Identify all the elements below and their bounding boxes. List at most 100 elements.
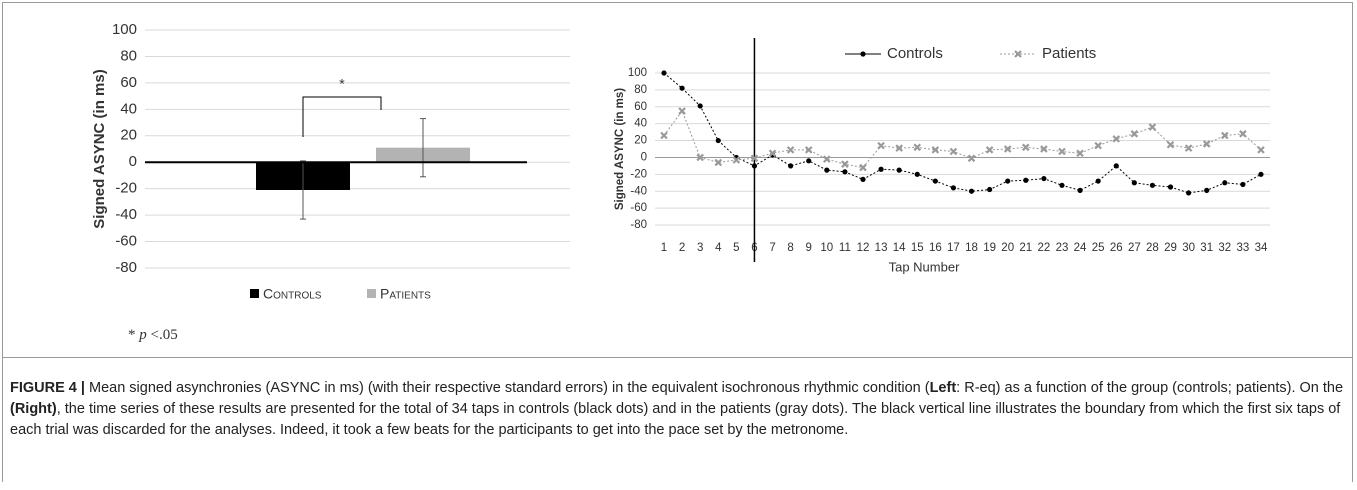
x-tick-label: 24 (1074, 242, 1087, 254)
x-tick-label: 22 (1037, 242, 1050, 254)
point (714, 158, 723, 167)
point (1202, 140, 1211, 148)
y-tick-label: 60 (634, 101, 647, 113)
point (1148, 123, 1157, 131)
x-tick-label: 19 (983, 242, 996, 254)
x-tick-label: 17 (947, 242, 960, 254)
caption-text: : R-eq) as a function of the group (cont… (956, 380, 1344, 396)
point (824, 167, 830, 173)
x-tick-label: 20 (1001, 242, 1014, 254)
point (842, 169, 848, 175)
point (715, 137, 721, 144)
y-tick-label: 20 (120, 127, 137, 144)
point (823, 155, 831, 163)
y-tick-label: 40 (120, 100, 137, 117)
point (950, 185, 957, 191)
separator (2, 357, 1353, 358)
legend-swatch (250, 289, 259, 298)
point (1023, 177, 1029, 183)
point (985, 146, 994, 154)
point (1186, 190, 1192, 196)
point (878, 166, 884, 172)
x-tick-label: 8 (787, 242, 793, 254)
x-tick-label: 33 (1236, 242, 1249, 254)
y-tick-label: -20 (115, 180, 137, 197)
legend-label: Patients (1042, 45, 1096, 62)
x-tick-label: 2 (679, 242, 685, 254)
point (1258, 171, 1264, 177)
y-tick-label: -40 (630, 185, 647, 197)
x-tick-label: 7 (769, 242, 775, 254)
point (678, 107, 686, 115)
point (949, 147, 958, 156)
x-tick-label: 31 (1200, 242, 1213, 254)
significance-bracket (302, 96, 382, 137)
point (895, 144, 903, 152)
x-tick-label: 4 (715, 242, 722, 254)
x-tick-label: 30 (1182, 242, 1195, 254)
point (1204, 187, 1210, 193)
x-tick-label: 32 (1218, 242, 1231, 254)
point (1113, 163, 1119, 169)
x-tick-label: 9 (806, 242, 812, 254)
point (1239, 130, 1247, 138)
point (788, 163, 794, 169)
x-tick-label: 25 (1092, 242, 1105, 254)
point (1094, 141, 1102, 150)
y-tick-label: 20 (634, 135, 647, 147)
point (1166, 141, 1175, 149)
x-tick-label: 13 (875, 242, 888, 254)
point (1077, 187, 1083, 193)
point (1076, 149, 1084, 157)
caption-text: (Right) (10, 401, 57, 417)
y-tick-label: 100 (112, 21, 137, 38)
point (1257, 146, 1265, 154)
point (1221, 131, 1229, 140)
point (968, 188, 975, 194)
footnote-part: p (138, 327, 147, 343)
point (932, 178, 938, 184)
point (750, 154, 759, 163)
point (768, 149, 777, 157)
point (860, 176, 866, 182)
point (804, 146, 813, 154)
point (1112, 135, 1121, 143)
y-tick-label: 80 (634, 84, 647, 96)
point (1022, 143, 1030, 152)
point (1059, 182, 1065, 188)
point (696, 153, 704, 162)
point (1058, 147, 1066, 156)
x-tick-label: 18 (965, 242, 978, 254)
legend-label: Controls (887, 45, 943, 62)
footnote-part: * (128, 327, 139, 343)
series-line (663, 109, 1262, 169)
point (859, 163, 867, 172)
caption: FIGURE 4 | Mean signed asynchronies (ASY… (10, 378, 1345, 441)
point (913, 143, 922, 152)
significance-star: * (339, 76, 345, 92)
x-tick-label: 12 (857, 242, 870, 254)
y-tick-label: -20 (630, 168, 647, 180)
series-line (663, 72, 1262, 194)
caption-label: FIGURE 4 | (10, 380, 85, 396)
x-tick-label: 15 (911, 242, 924, 254)
x-tick-label: 26 (1110, 242, 1123, 254)
y-tick-label: 0 (129, 153, 137, 170)
point (1095, 178, 1101, 184)
point (1040, 145, 1048, 153)
x-tick-label: 29 (1164, 242, 1177, 254)
y-tick-label: -40 (115, 206, 137, 223)
point (1222, 180, 1228, 186)
point (896, 167, 902, 173)
legend-swatch (367, 289, 376, 298)
x-tick-label: 3 (697, 242, 703, 254)
y-tick-label: -80 (115, 259, 137, 276)
footnote-part: <.05 (147, 327, 178, 343)
point (1005, 178, 1011, 184)
x-tick-label: 23 (1056, 242, 1069, 254)
point (661, 70, 667, 76)
x-tick-label: 21 (1019, 242, 1032, 254)
caption-text: Left (929, 380, 957, 396)
x-tick-label: 10 (820, 242, 833, 254)
